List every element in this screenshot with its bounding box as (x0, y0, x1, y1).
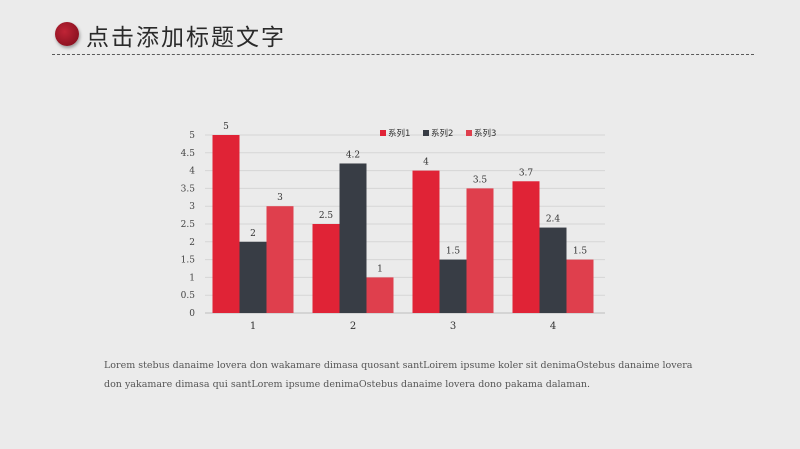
x-tick-label: 3 (450, 321, 456, 332)
bar (312, 224, 340, 313)
y-tick-label: 2 (189, 238, 195, 248)
data-label: 1 (377, 264, 383, 274)
data-label: 3.7 (519, 168, 534, 178)
bar (439, 259, 467, 313)
y-tick-label: 0.5 (181, 291, 196, 301)
legend-label: 系列3 (474, 128, 496, 139)
data-label: 5 (223, 122, 229, 132)
y-tick-label: 0 (189, 309, 195, 319)
data-label: 3.5 (473, 175, 488, 185)
y-tick-label: 3 (189, 202, 195, 212)
bar (239, 241, 267, 313)
data-label: 2 (250, 229, 256, 239)
y-tick-label: 4.5 (181, 149, 196, 159)
bar (412, 170, 440, 313)
data-label: 4 (423, 158, 429, 168)
y-tick-label: 1.5 (181, 256, 196, 266)
header: 点击添加标题文字 (0, 0, 800, 56)
data-label: 4.2 (346, 150, 360, 160)
y-tick-label: 2.5 (181, 220, 196, 230)
bar (512, 181, 540, 313)
data-label: 1.5 (446, 247, 461, 257)
bar (539, 227, 567, 313)
bar (366, 277, 394, 313)
x-tick-label: 4 (550, 321, 556, 332)
y-tick-label: 3.5 (181, 184, 196, 194)
bar (339, 163, 367, 313)
data-label: 2.4 (546, 215, 561, 225)
data-label: 1.5 (573, 247, 588, 257)
bar (212, 135, 240, 313)
data-label: 3 (277, 193, 283, 203)
page-title[interactable]: 点击添加标题文字 (86, 25, 286, 51)
bar (566, 259, 594, 313)
legend-label: 系列2 (431, 128, 453, 139)
title-bullet-icon (55, 22, 79, 46)
title-divider (52, 54, 754, 55)
legend-swatch (380, 130, 386, 136)
data-label: 2.5 (319, 211, 334, 221)
x-tick-label: 1 (250, 321, 256, 332)
bar (466, 188, 494, 313)
y-tick-label: 5 (189, 131, 195, 141)
y-tick-label: 4 (189, 167, 195, 177)
legend-label: 系列1 (388, 128, 410, 139)
x-tick-label: 2 (350, 321, 356, 332)
legend-swatch (423, 130, 429, 136)
body-paragraph[interactable]: Lorem stebus danaime lovera don wakamare… (104, 360, 693, 390)
bar (266, 206, 294, 313)
legend-swatch (466, 130, 472, 136)
y-tick-label: 1 (189, 273, 195, 283)
